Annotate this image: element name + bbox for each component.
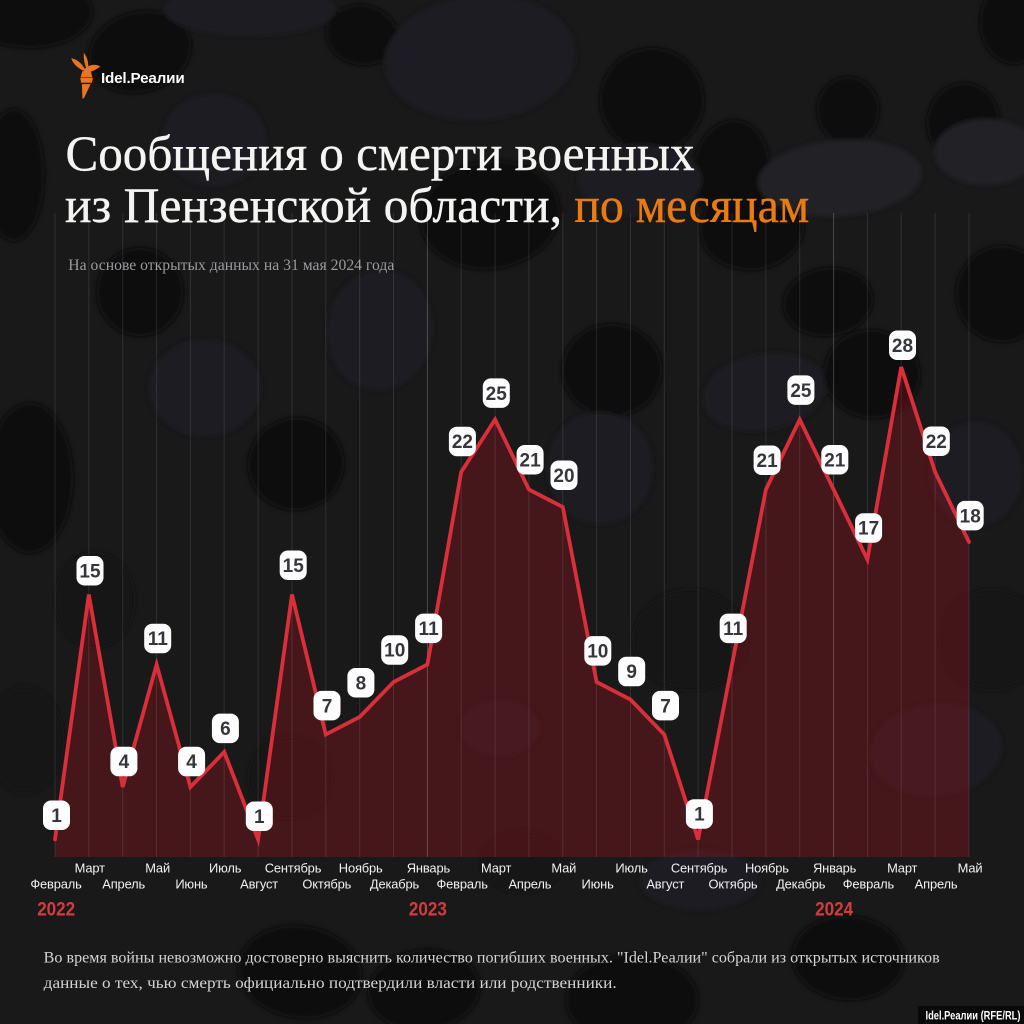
svg-text:из Пензенской области,: из Пензенской области,	[65, 177, 562, 233]
svg-text:Ноябрь: Ноябрь	[339, 861, 383, 876]
svg-text:Июнь: Июнь	[582, 877, 615, 892]
svg-text:15: 15	[79, 562, 101, 583]
svg-text:Март: Март	[75, 861, 105, 876]
svg-text:7: 7	[322, 696, 333, 717]
svg-text:Май: Май	[958, 861, 983, 876]
svg-text:Август: Август	[240, 877, 278, 892]
svg-text:Февраль: Февраль	[437, 877, 489, 892]
svg-text:25: 25	[486, 384, 508, 405]
svg-text:2023: 2023	[409, 900, 447, 921]
svg-text:Idel.Реалии: Idel.Реалии	[101, 70, 185, 87]
svg-text:25: 25	[790, 381, 812, 402]
svg-text:22: 22	[452, 432, 473, 453]
svg-text:21: 21	[757, 451, 779, 472]
svg-text:4: 4	[186, 752, 197, 773]
svg-text:Во время войны невозможно дост: Во время войны невозможно достоверно выя…	[44, 950, 940, 967]
svg-text:Idel.Реалии (RFE/RL): Idel.Реалии (RFE/RL)	[926, 1009, 1021, 1023]
svg-text:Январь: Январь	[407, 861, 451, 876]
svg-text:Март: Март	[887, 861, 917, 876]
svg-text:Сентябрь: Сентябрь	[671, 861, 728, 876]
svg-text:21: 21	[520, 450, 542, 471]
svg-text:Декабрь: Декабрь	[370, 877, 420, 892]
svg-text:9: 9	[626, 662, 637, 683]
svg-text:по месяцам: по месяцам	[574, 177, 809, 233]
svg-text:Февраль: Февраль	[30, 877, 82, 892]
svg-text:22: 22	[926, 432, 947, 453]
svg-text:20: 20	[553, 466, 574, 487]
svg-text:1: 1	[254, 807, 265, 828]
svg-text:15: 15	[283, 556, 305, 577]
svg-text:28: 28	[892, 336, 913, 357]
svg-text:Декабрь: Декабрь	[776, 877, 826, 892]
svg-text:4: 4	[119, 752, 130, 773]
svg-text:данные о тех, чью смерть офици: данные о тех, чью смерть официально подт…	[44, 975, 617, 992]
svg-text:Сентябрь: Сентябрь	[265, 861, 322, 876]
svg-text:6: 6	[220, 719, 231, 740]
svg-text:Май: Май	[551, 861, 576, 876]
svg-text:Ноябрь: Ноябрь	[745, 861, 789, 876]
svg-text:11: 11	[148, 629, 169, 650]
svg-text:Июль: Июль	[209, 861, 242, 876]
svg-text:Январь: Январь	[813, 861, 857, 876]
svg-text:Октябрь: Октябрь	[709, 877, 758, 892]
svg-text:1: 1	[694, 805, 705, 826]
svg-text:1: 1	[51, 806, 62, 827]
svg-text:2022: 2022	[37, 900, 75, 921]
svg-text:Июнь: Июнь	[175, 877, 208, 892]
svg-text:Апрель: Апрель	[915, 877, 958, 892]
svg-text:11: 11	[723, 619, 744, 640]
svg-text:Май: Май	[145, 861, 170, 876]
svg-text:Февраль: Февраль	[843, 877, 895, 892]
svg-text:10: 10	[384, 641, 405, 662]
svg-text:Сообщения о смерти военных: Сообщения о смерти военных	[66, 125, 695, 181]
svg-text:Апрель: Апрель	[508, 877, 551, 892]
svg-text:Октябрь: Октябрь	[302, 877, 351, 892]
svg-text:Август: Август	[646, 877, 684, 892]
svg-text:7: 7	[660, 696, 671, 717]
svg-text:11: 11	[419, 619, 440, 640]
svg-text:Июль: Июль	[615, 861, 648, 876]
svg-text:2024: 2024	[815, 900, 853, 921]
svg-text:Март: Март	[481, 861, 511, 876]
svg-text:10: 10	[587, 642, 608, 663]
svg-text:8: 8	[356, 674, 367, 695]
svg-text:На основе открытых данных на 3: На основе открытых данных на 31 мая 2024…	[68, 257, 394, 274]
svg-text:17: 17	[858, 519, 879, 540]
svg-text:Апрель: Апрель	[102, 877, 145, 892]
svg-text:21: 21	[824, 450, 846, 471]
svg-text:18: 18	[960, 506, 981, 527]
